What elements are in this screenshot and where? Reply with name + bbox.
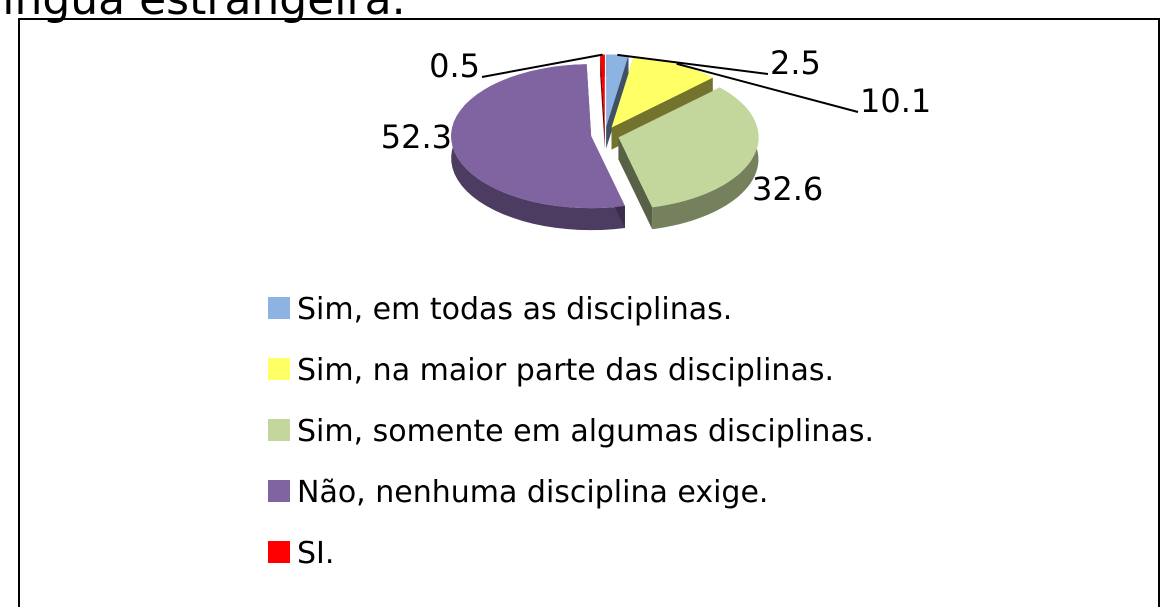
pie-slice <box>451 64 625 209</box>
data-label: 0.5 <box>429 47 480 85</box>
pie-slice <box>606 54 629 127</box>
data-label: 52.3 <box>381 118 452 156</box>
legend-swatch <box>268 541 290 563</box>
pie-slice <box>600 54 605 127</box>
legend-swatch <box>268 358 290 380</box>
slice-side <box>652 87 759 230</box>
chart-frame <box>18 18 1160 607</box>
pie-slice <box>618 87 759 208</box>
leader-line <box>676 62 859 113</box>
pie-slice <box>611 56 713 128</box>
legend-swatch <box>268 419 290 441</box>
leader-line <box>481 53 603 78</box>
legend-swatch <box>268 297 290 319</box>
data-label: 32.6 <box>752 170 823 208</box>
legend-label: Sim, somente em algumas disciplinas. <box>297 414 874 449</box>
data-label: 10.1 <box>860 82 931 120</box>
legend-label: Sim, na maior parte das disciplinas. <box>297 353 834 388</box>
legend-swatch <box>268 480 290 502</box>
leader-line <box>617 53 769 75</box>
slice-wall <box>618 137 653 230</box>
slice-wall <box>606 55 629 149</box>
data-label: 2.5 <box>770 44 821 82</box>
chart-title: língua estrangeira. <box>0 0 406 25</box>
legend-label: SI. <box>297 536 334 571</box>
slice-wall <box>600 54 605 149</box>
legend-label: Não, nenhuma disciplina exige. <box>297 475 768 510</box>
legend-label: Sim, em todas as disciplinas. <box>297 292 732 327</box>
